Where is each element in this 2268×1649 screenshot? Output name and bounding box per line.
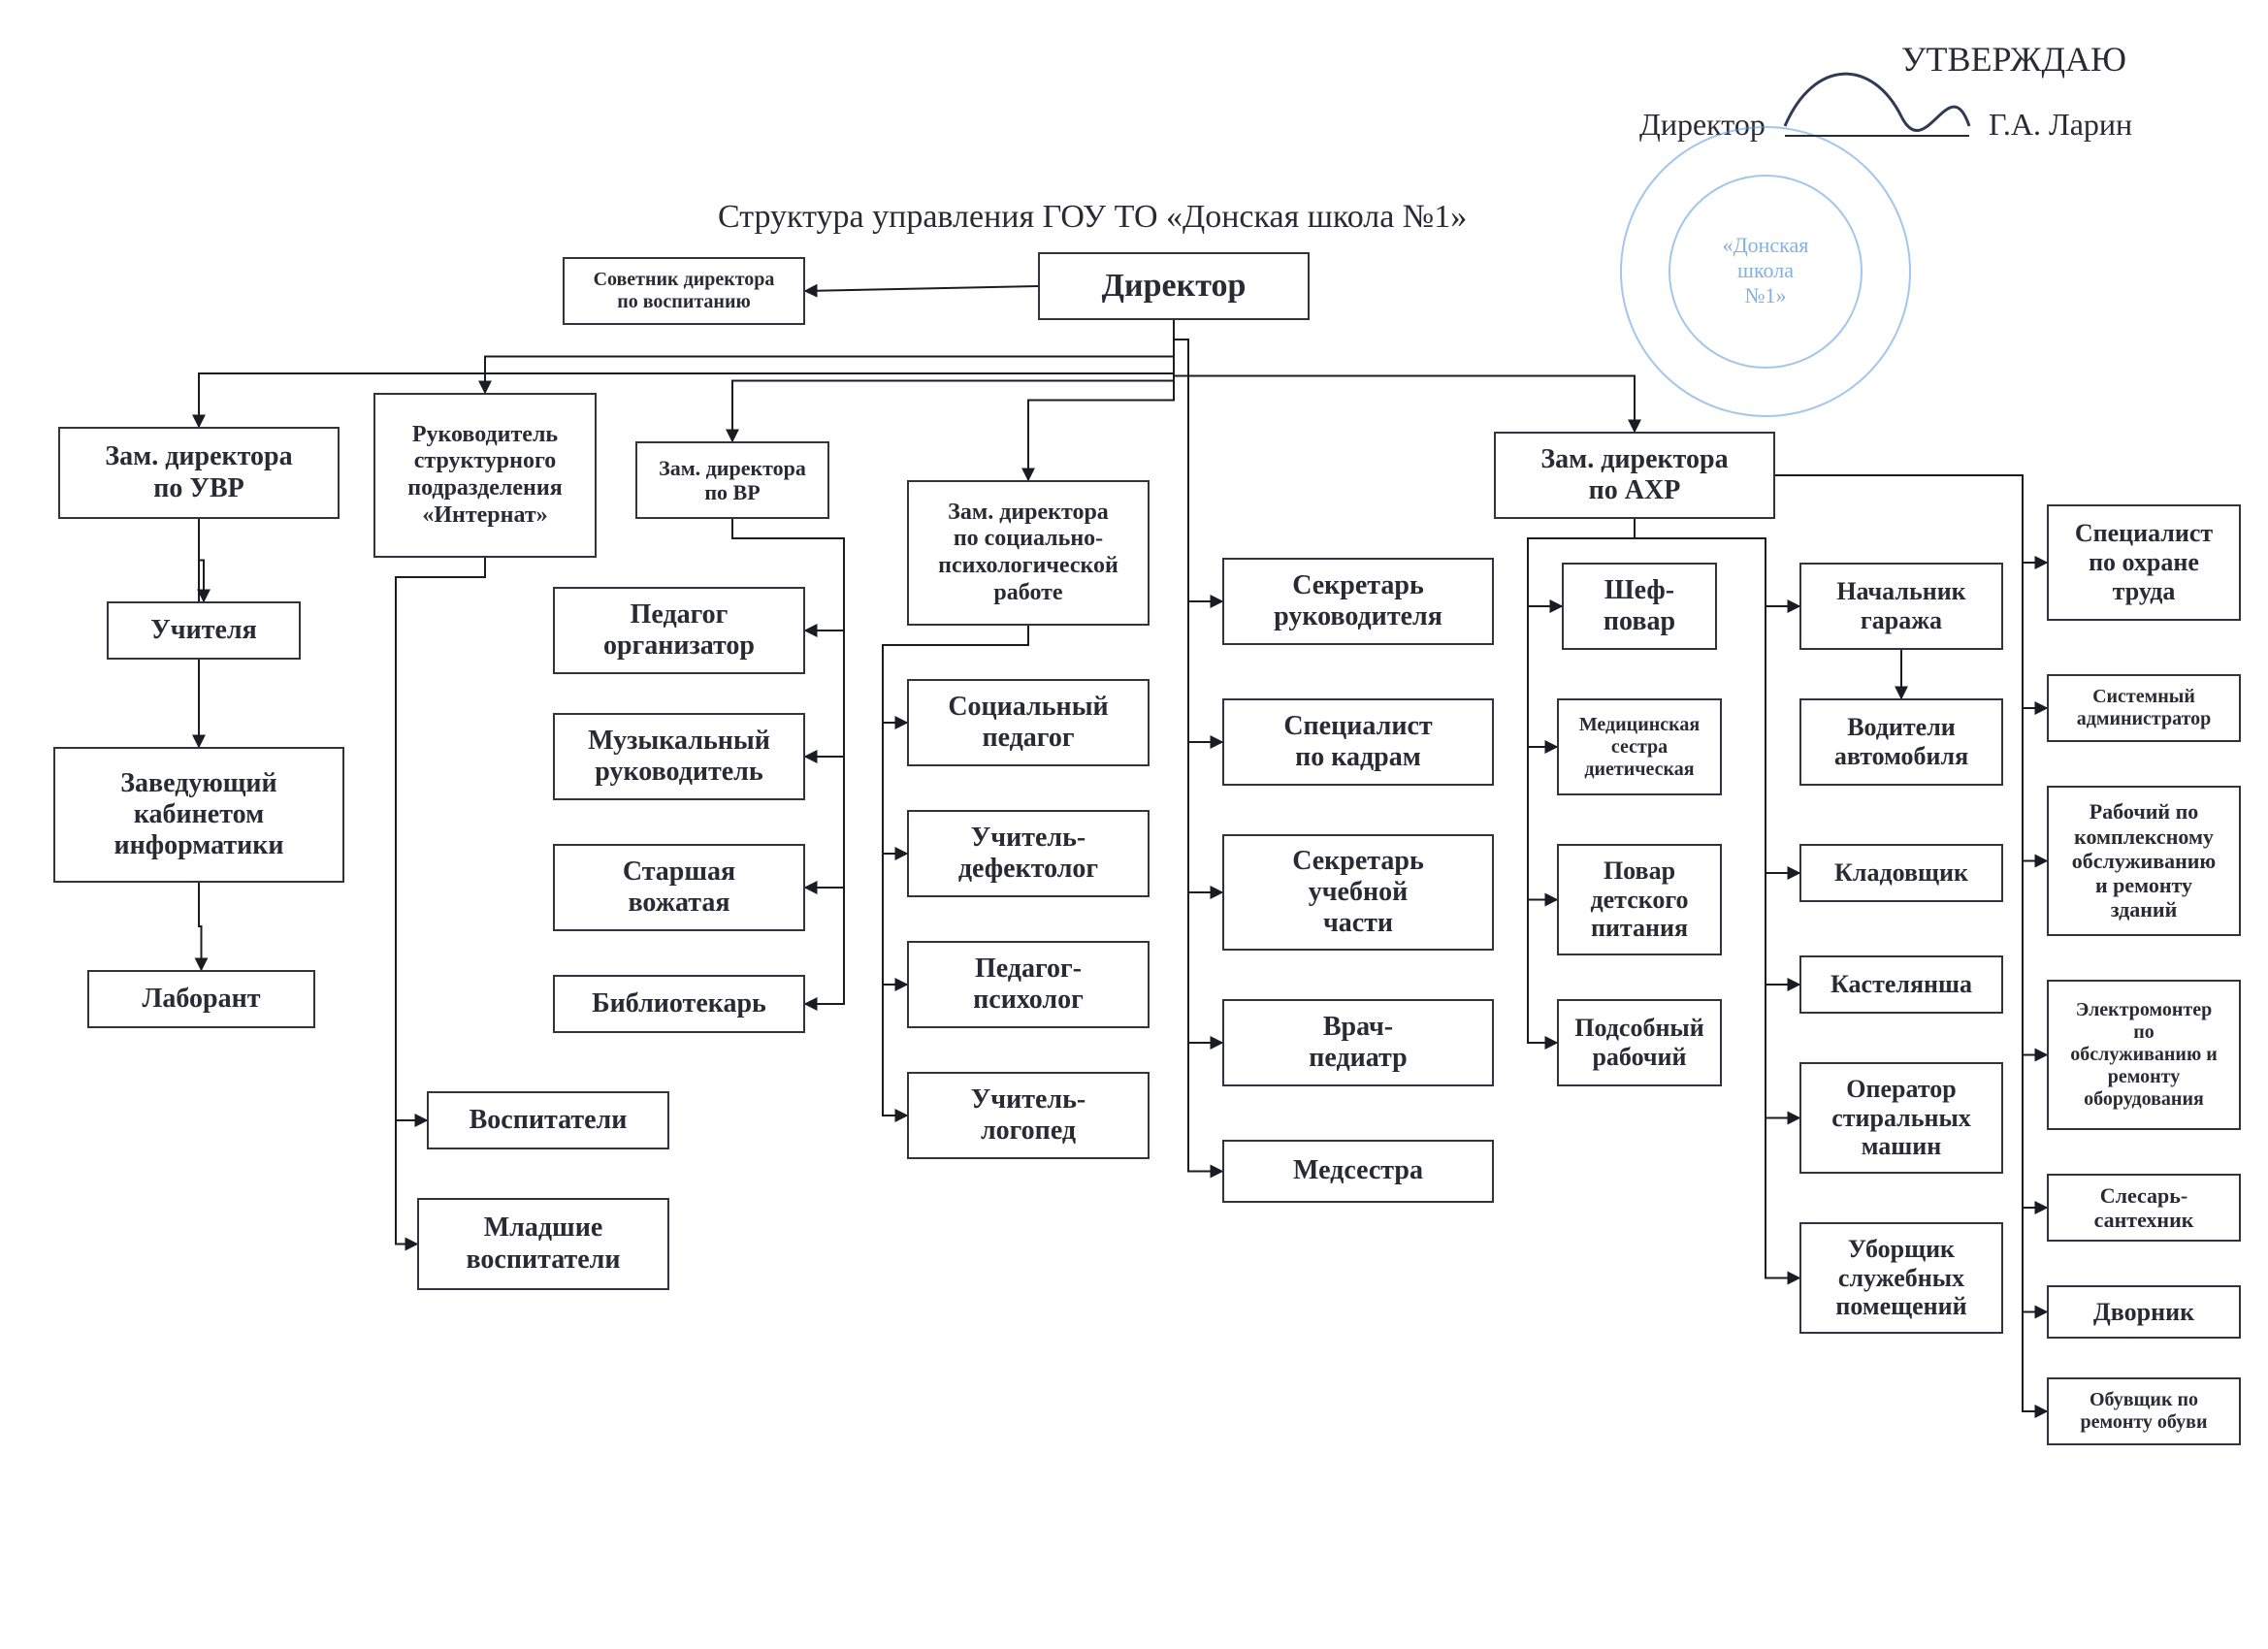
node-ml_vosp: Младшие воспитатели <box>417 1198 669 1290</box>
node-ohrana: Специалист по охране труда <box>2047 504 2241 621</box>
node-povar: Повар детского питания <box>1557 844 1722 955</box>
node-soc_ped: Социальный педагог <box>907 679 1150 766</box>
node-advisor: Советник директора по воспитанию <box>563 257 805 325</box>
approve-title: УТВЕРЖДАЮ <box>1901 39 2126 80</box>
edge-internat-vosp <box>396 558 485 1120</box>
approve-name: Г.А. Ларин <box>1989 107 2132 143</box>
node-med_diet: Медицинская сестра диетическая <box>1557 698 1722 795</box>
node-podsob: Подсобный рабочий <box>1557 999 1722 1086</box>
node-vr: Зам. директора по ВР <box>635 441 829 519</box>
node-sysadmin: Системный администратор <box>2047 674 2241 742</box>
node-dvornik: Дворник <box>2047 1285 2241 1339</box>
edge-it_head-laborant <box>199 883 202 970</box>
node-vosp: Воспитатели <box>427 1091 669 1149</box>
node-electro: Электромонтер по обслуживанию и ремонту … <box>2047 980 2241 1130</box>
node-bibl: Библиотекарь <box>553 975 805 1033</box>
node-obuv: Обувщик по ремонту обуви <box>2047 1377 2241 1445</box>
edge-director-spr <box>1028 320 1174 480</box>
node-drivers: Водители автомобиля <box>1799 698 2003 786</box>
node-chef: Шеф- повар <box>1562 563 1717 650</box>
edge-director-internat <box>485 320 1174 393</box>
node-ubor: Уборщик служебных помещений <box>1799 1222 2003 1334</box>
org-chart: УТВЕРЖДАЮ Директор Г.А. Ларин Структура … <box>0 0 2268 1649</box>
node-klad: Кладовщик <box>1799 844 2003 902</box>
edge-director-secr_uch <box>1174 320 1222 892</box>
node-muz: Музыкальный руководитель <box>553 713 805 800</box>
node-defect: Учитель- дефектолог <box>907 810 1150 897</box>
stamp-text: «Донская школа №1» <box>1707 233 1824 308</box>
node-teachers: Учителя <box>107 601 301 660</box>
node-axr: Зам. директора по АХР <box>1494 432 1775 519</box>
node-spr: Зам. директора по социально- психологиче… <box>907 480 1150 626</box>
node-logoped: Учитель- логопед <box>907 1072 1150 1159</box>
node-it_head: Заведующий кабинетом информатики <box>53 747 344 883</box>
node-hr: Специалист по кадрам <box>1222 698 1494 786</box>
node-medsestra: Медсестра <box>1222 1140 1494 1203</box>
edge-vr-vozh <box>732 519 844 888</box>
signature-scribble <box>1785 74 1969 130</box>
edge-director-medsestra <box>1174 320 1222 1172</box>
node-psych: Педагог- психолог <box>907 941 1150 1028</box>
node-secr_uch: Секретарь учебной части <box>1222 834 1494 951</box>
edge-director-advisor <box>805 286 1038 291</box>
node-internat: Руководитель структурного подразделения … <box>373 393 597 558</box>
node-kastel: Кастелянша <box>1799 955 2003 1014</box>
edge-director-vr <box>732 320 1174 441</box>
node-complex: Рабочий по комплексному обслуживанию и р… <box>2047 786 2241 936</box>
node-vozh: Старшая вожатая <box>553 844 805 931</box>
edge-director-secr_ruk <box>1174 320 1222 601</box>
node-laborant: Лаборант <box>87 970 315 1028</box>
node-stir: Оператор стиральных машин <box>1799 1062 2003 1174</box>
edge-axr-ohrana <box>1775 475 2047 563</box>
edge-director-hr <box>1174 320 1222 742</box>
edge-axr-complex <box>1775 475 2047 861</box>
edge-director-uvr <box>199 320 1174 427</box>
node-secr_ruk: Секретарь руководителя <box>1222 558 1494 645</box>
page-title: Структура управления ГОУ ТО «Донская шко… <box>718 199 1467 236</box>
node-vrach: Врач- педиатр <box>1222 999 1494 1086</box>
node-uvr: Зам. директора по УВР <box>58 427 340 519</box>
edge-director-vrach <box>1174 320 1222 1043</box>
node-director: Директор <box>1038 252 1310 320</box>
edge-director-axr <box>1174 320 1635 432</box>
node-sles: Слесарь- сантехник <box>2047 1174 2241 1242</box>
edge-uvr-teachers <box>199 519 204 601</box>
node-ped_org: Педагог организатор <box>553 587 805 674</box>
node-garage: Начальник гаража <box>1799 563 2003 650</box>
